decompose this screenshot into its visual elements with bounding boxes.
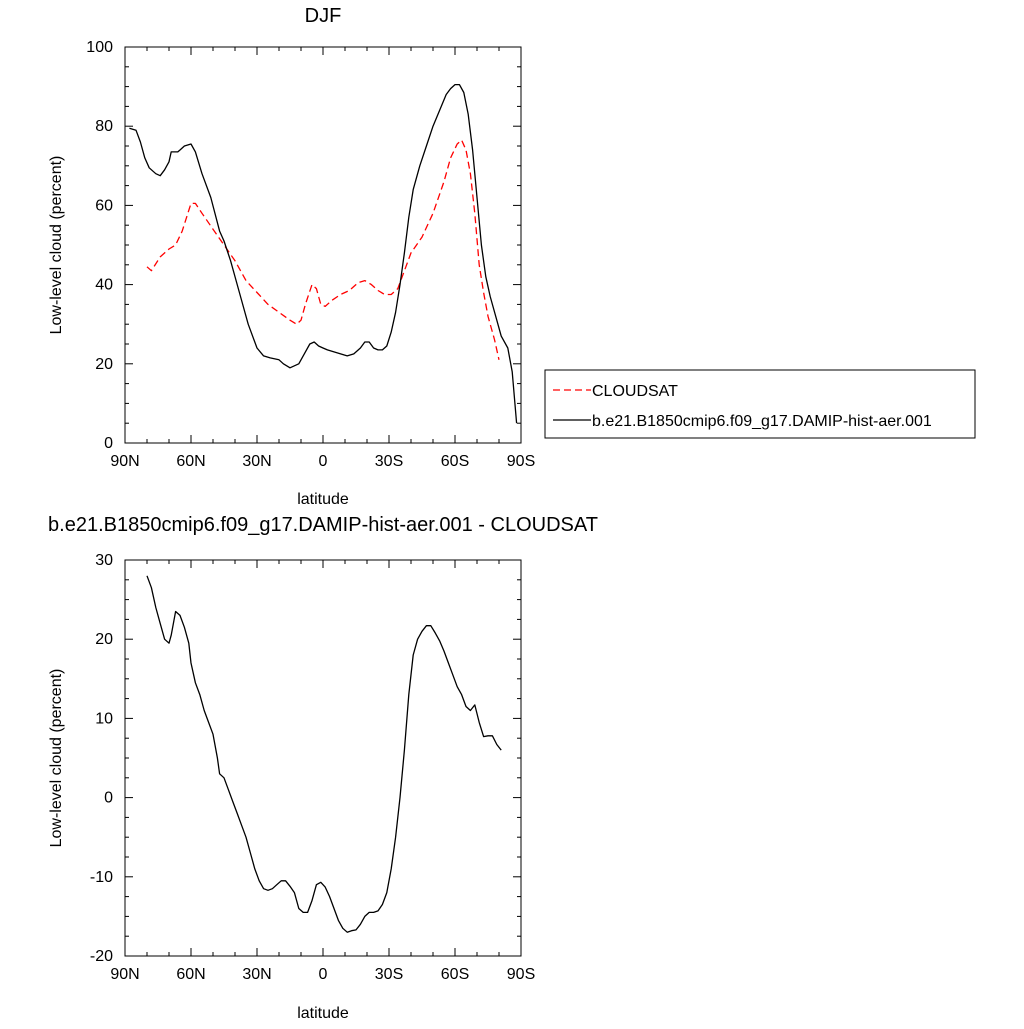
x-tick-label: 60N — [176, 453, 205, 470]
x-tick-label: 90N — [110, 453, 139, 470]
series-line-difference — [146, 575, 502, 933]
x-tick-label: 30N — [242, 453, 271, 470]
y-tick-label: -20 — [90, 948, 113, 965]
chart-title: DJF — [305, 5, 342, 27]
y-tick-label: 20 — [95, 631, 113, 648]
y-tick-label: 80 — [95, 118, 113, 135]
y-tick-label: -10 — [90, 869, 113, 886]
legend-box — [544, 369, 976, 439]
x-tick-label: 60N — [176, 966, 205, 983]
y-tick-label: 0 — [104, 435, 113, 452]
x-tick-label: 0 — [319, 966, 328, 983]
y-tick-label: 20 — [95, 356, 113, 373]
panel-bottom: b.e21.B1850cmip6.f09_g17.DAMIP-hist-aer.… — [48, 514, 598, 1022]
y-tick-label: 60 — [95, 197, 113, 214]
series-line-cloudsat — [146, 139, 500, 360]
y-axis-label: Low-level cloud (percent) — [48, 669, 65, 848]
legend: CLOUDSAT b.e21.B1850cmip6.f09_g17.DAMIP-… — [544, 369, 976, 439]
panel-top: DJF latitude Low-level cloud (percent) 9… — [48, 5, 535, 508]
chart-title: b.e21.B1850cmip6.f09_g17.DAMIP-hist-aer.… — [48, 514, 598, 536]
x-tick-label: 60S — [441, 966, 469, 983]
y-tick-label: 0 — [104, 790, 113, 807]
legend-label-model: b.e21.B1850cmip6.f09_g17.DAMIP-hist-aer.… — [592, 413, 932, 430]
x-tick-label: 30S — [375, 966, 403, 983]
x-axis-label: latitude — [297, 1005, 349, 1022]
y-tick-label: 100 — [86, 39, 113, 56]
y-tick-label: 10 — [95, 710, 113, 727]
x-axis-label: latitude — [297, 491, 349, 508]
plot-frame — [124, 559, 522, 957]
y-axis-label: Low-level cloud (percent) — [48, 156, 65, 335]
x-tick-label: 90S — [507, 966, 535, 983]
x-tick-label: 90S — [507, 453, 535, 470]
plot-frame — [124, 46, 522, 444]
legend-label-cloudsat: CLOUDSAT — [592, 383, 678, 400]
x-tick-label: 30S — [375, 453, 403, 470]
y-tick-label: 30 — [95, 552, 113, 569]
x-tick-label: 30N — [242, 966, 271, 983]
x-tick-label: 90N — [110, 966, 139, 983]
x-tick-label: 60S — [441, 453, 469, 470]
x-tick-label: 0 — [319, 453, 328, 470]
series-line-b-e21-b1850cmip6-f09-g17-damip-hist-aer-001 — [129, 83, 518, 424]
y-tick-label: 40 — [95, 277, 113, 294]
